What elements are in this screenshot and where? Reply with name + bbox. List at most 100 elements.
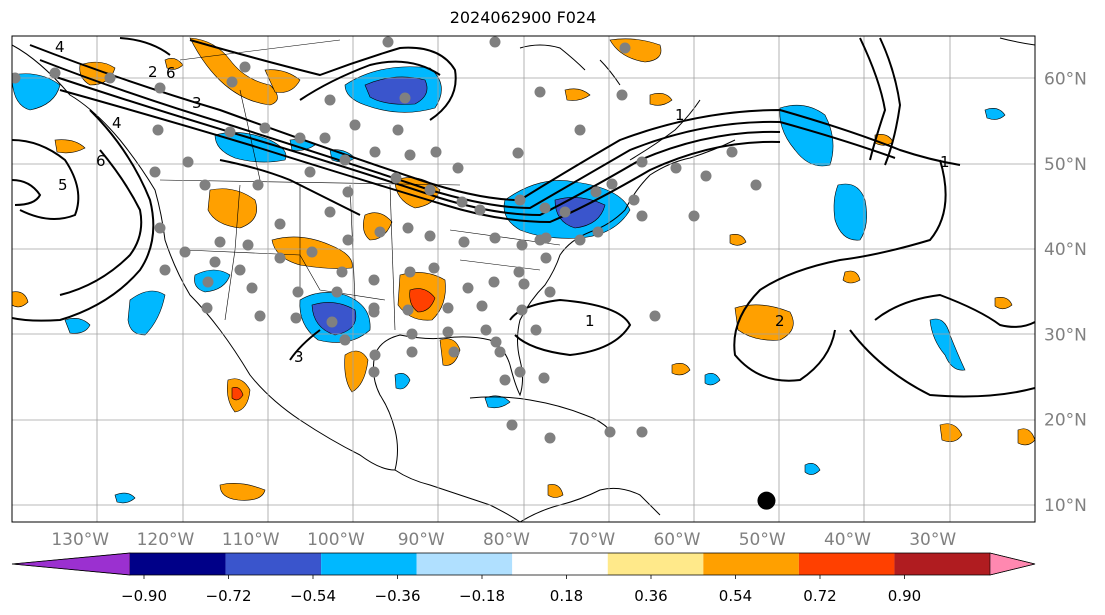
contour-label: 1 <box>940 153 950 171</box>
station-dot <box>424 184 436 196</box>
station-dot <box>628 194 640 206</box>
contour-label: 3 <box>294 348 304 366</box>
longitude-label: 60°W <box>653 530 700 550</box>
longitude-label: 30°W <box>909 530 956 550</box>
station-dot <box>726 146 738 158</box>
longitude-label: 100°W <box>307 530 365 550</box>
station-dot <box>252 179 264 191</box>
station-dot <box>254 310 266 322</box>
station-markers <box>12 36 762 444</box>
longitude-label: 130°W <box>51 530 109 550</box>
contour-label: 4 <box>55 38 65 56</box>
longitude-label: 70°W <box>568 530 615 550</box>
station-dot <box>149 166 161 178</box>
contour-label: 3 <box>192 94 202 112</box>
station-dot <box>239 61 251 73</box>
station-dot <box>462 282 474 294</box>
station-dot <box>404 149 416 161</box>
station-dot <box>489 232 501 244</box>
forecast-map: 4 6 3 4 6 5 1 2 3 1 2 1 130°W 120°W 110°W 1… <box>11 35 1087 550</box>
station-dot <box>452 162 464 174</box>
station-dot <box>242 239 254 251</box>
station-dot <box>274 252 286 264</box>
station-dot <box>224 126 236 138</box>
latitude-label: 30°N <box>1044 325 1087 345</box>
latitude-label: 10°N <box>1044 496 1087 516</box>
station-dot <box>368 366 380 378</box>
station-dot <box>209 256 221 268</box>
station-dot <box>304 166 316 178</box>
longitude-label: 120°W <box>137 530 195 550</box>
station-dot <box>538 372 550 384</box>
colorbar-tick-label: −0.72 <box>206 587 252 605</box>
storm-marker <box>757 491 776 510</box>
station-dot <box>516 304 528 316</box>
station-dot <box>369 349 381 361</box>
station-dot <box>349 119 361 131</box>
contour-label: 6 <box>166 64 176 82</box>
station-dot <box>368 274 380 286</box>
station-dot <box>514 194 526 206</box>
station-dot <box>368 306 380 318</box>
station-dot <box>402 304 414 316</box>
station-dot <box>424 230 436 242</box>
colorbar-tick-label: −0.36 <box>375 587 421 605</box>
station-dot <box>324 206 336 218</box>
station-dot <box>339 334 351 346</box>
contour-labels: 4 6 3 4 6 5 1 2 3 1 2 1 <box>55 38 950 366</box>
latitude-label: 60°N <box>1044 70 1087 90</box>
station-dot <box>182 156 194 168</box>
contour-label: 1 <box>675 106 685 124</box>
station-dot <box>199 179 211 191</box>
contour-label: 4 <box>112 114 122 132</box>
station-dot <box>606 178 618 190</box>
station-dot <box>489 36 501 48</box>
station-dot <box>326 316 338 328</box>
station-dot <box>574 124 586 136</box>
station-dot <box>590 186 602 198</box>
station-dot <box>336 266 348 278</box>
station-dot <box>512 147 524 159</box>
station-dot <box>152 124 164 136</box>
latitude-labels: 10°N 20°N 30°N 40°N 50°N 60°N <box>1044 70 1087 516</box>
longitude-label: 90°W <box>398 530 445 550</box>
station-dot <box>619 42 631 54</box>
station-dot <box>339 154 351 166</box>
station-dot <box>154 222 166 234</box>
map-title: 2024062900 F024 <box>449 8 597 27</box>
station-dot <box>499 374 511 386</box>
colorbar-tick-label: −0.90 <box>121 587 167 605</box>
station-dot <box>324 94 336 106</box>
station-dot <box>474 204 486 216</box>
station-dot <box>406 346 418 358</box>
station-dot <box>456 196 468 208</box>
station-dot <box>688 210 700 222</box>
colorbar-tick-label: 0.72 <box>803 587 836 605</box>
contour-label: 2 <box>775 312 785 330</box>
station-dot <box>516 239 528 251</box>
station-dot <box>574 234 586 246</box>
station-dot <box>259 122 271 134</box>
station-dot <box>342 186 354 198</box>
station-dot <box>494 346 506 358</box>
longitude-label: 80°W <box>483 530 530 550</box>
station-dot <box>442 302 454 314</box>
station-dot <box>448 346 460 358</box>
station-dot <box>399 92 411 104</box>
station-dot <box>670 162 682 174</box>
station-dot <box>234 264 246 276</box>
station-dot <box>382 36 394 48</box>
colorbar-tick-labels: −0.90 −0.72 −0.54 −0.36 −0.18 0.18 0.36 0.54 0.7… <box>121 575 921 605</box>
station-dot <box>290 312 302 324</box>
station-dot <box>559 206 571 218</box>
station-dot <box>540 252 552 264</box>
station-dot <box>390 172 402 184</box>
station-dot <box>214 236 226 248</box>
station-dot <box>104 72 116 84</box>
station-dot <box>374 226 386 238</box>
longitude-label: 50°W <box>739 530 786 550</box>
latitude-label: 40°N <box>1044 240 1087 260</box>
station-dot <box>331 286 343 298</box>
station-dot <box>12 72 21 84</box>
colorbar-tick-label: −0.54 <box>290 587 336 605</box>
